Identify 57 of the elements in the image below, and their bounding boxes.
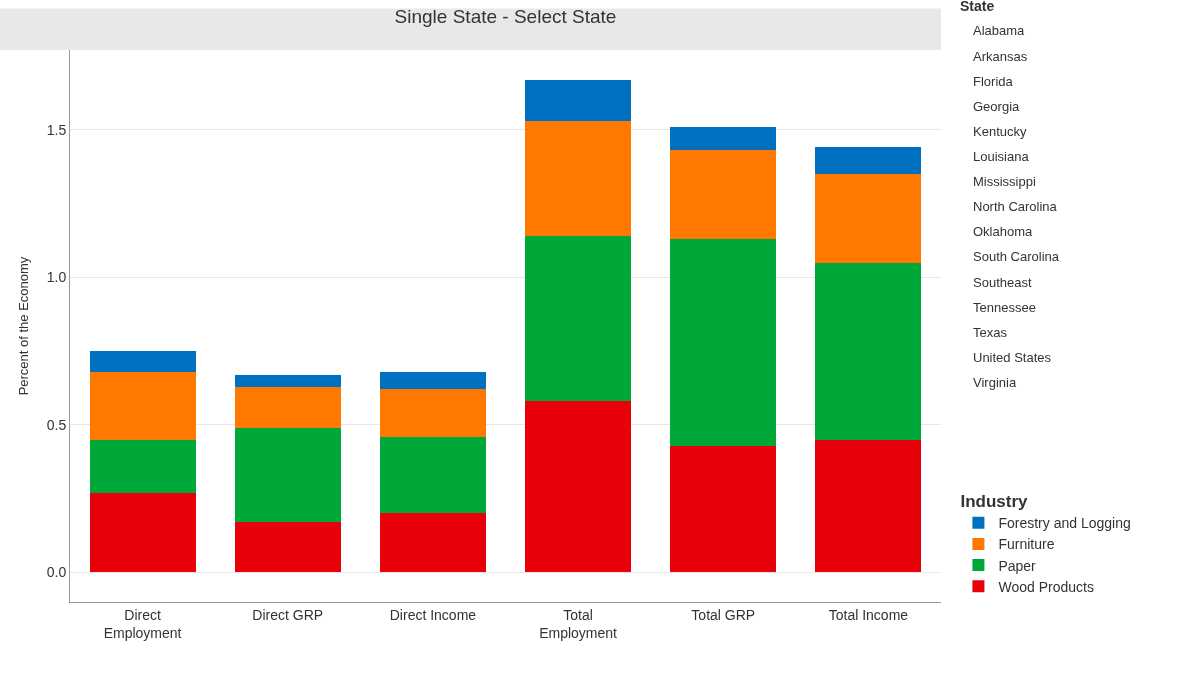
text: Southeast <box>973 275 1032 290</box>
text: Tennessee <box>973 300 1036 315</box>
x-tick-label: Total Employment <box>539 606 618 641</box>
x-tick-label: Direct Income <box>389 606 477 623</box>
bar <box>815 147 922 174</box>
text: Mississippi <box>973 174 1036 189</box>
text: State <box>960 0 995 14</box>
text: Arkansas <box>973 49 1028 64</box>
text: Oklahoma <box>973 224 1034 239</box>
bar <box>379 389 486 437</box>
bar <box>89 371 196 440</box>
legend-title: Industry <box>960 492 1029 512</box>
x-tick-label: Direct Employment <box>103 606 182 641</box>
bar <box>525 120 632 236</box>
y-tick-label: 1.5 <box>46 121 67 138</box>
x-tick-label: Total GRP <box>691 606 756 623</box>
bar <box>234 427 341 523</box>
text: Louisiana <box>973 149 1030 164</box>
bar <box>89 492 196 573</box>
text: United States <box>973 350 1052 365</box>
y-tick-label: 0.5 <box>46 416 67 433</box>
bar <box>525 401 632 573</box>
text: North Carolina <box>973 199 1058 214</box>
bar <box>670 445 777 573</box>
text: Georgia <box>973 99 1021 114</box>
text: Florida <box>973 74 1014 89</box>
bar <box>815 262 922 440</box>
bar <box>89 439 196 493</box>
chart-title: Single State - Select State <box>394 6 617 28</box>
bar <box>815 439 922 573</box>
text: South Carolina <box>973 249 1060 264</box>
bar <box>234 522 341 573</box>
legend-label: Paper <box>998 557 1037 574</box>
bar <box>234 374 341 387</box>
bar <box>89 351 196 372</box>
text: Alabama <box>973 23 1026 38</box>
bar <box>234 386 341 428</box>
x-tick-label: Total Income <box>828 606 909 623</box>
bar <box>670 150 777 239</box>
text: Virginia <box>973 375 1017 390</box>
bar <box>379 436 486 514</box>
y-tick-label: 0.0 <box>46 564 67 581</box>
bar <box>670 126 777 151</box>
bar <box>525 79 632 121</box>
y-axis-title: Percent of the Economy <box>15 256 31 396</box>
legend-label: Forestry and Logging <box>998 515 1131 532</box>
bar <box>379 371 486 390</box>
legend-label: Furniture <box>998 536 1055 553</box>
text: Texas <box>973 325 1008 340</box>
bar <box>815 173 922 263</box>
bar <box>379 513 486 573</box>
text: Kentucky <box>973 124 1027 139</box>
bar <box>670 238 777 446</box>
bar <box>525 235 632 402</box>
legend-label: Wood Products <box>998 578 1094 595</box>
y-tick-label: 1.0 <box>46 269 67 286</box>
x-tick-label: Direct GRP <box>252 606 324 623</box>
